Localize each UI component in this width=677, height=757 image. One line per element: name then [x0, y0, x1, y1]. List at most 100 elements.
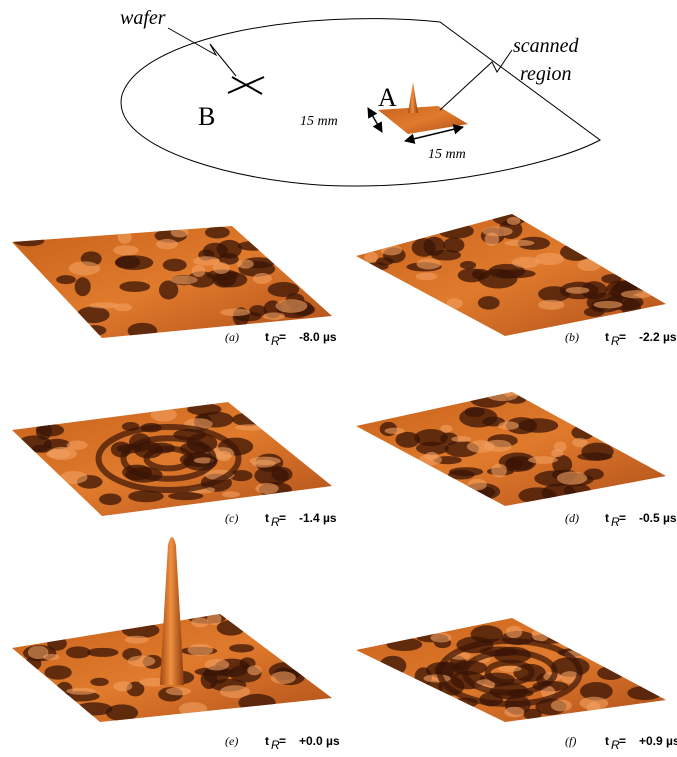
dark-spot [581, 443, 613, 461]
highlight [166, 687, 191, 695]
dark-spot [232, 413, 263, 426]
dark-spot [478, 296, 500, 309]
highlight [271, 671, 296, 684]
highlight [193, 256, 220, 265]
dimension: 15 mm [428, 147, 466, 162]
highlight [554, 442, 567, 452]
highlight [46, 449, 70, 458]
highlight [235, 424, 267, 430]
panel-label: (a) [225, 330, 239, 344]
panel-label: (b) [565, 330, 579, 344]
panel-time: -0.5 µs [639, 511, 677, 525]
dark-spot [229, 644, 254, 652]
dark-spot [448, 470, 474, 480]
surface-panel [356, 390, 666, 506]
dark-spot [268, 282, 299, 297]
highlight [28, 646, 49, 659]
highlight [572, 438, 587, 447]
highlight [204, 659, 229, 671]
spike [408, 82, 418, 113]
wafer-label: wafer [120, 7, 166, 29]
highlight [446, 298, 462, 309]
highlight [156, 239, 178, 249]
symbol-eq: = [279, 734, 286, 748]
dark-spot [168, 492, 203, 500]
highlight [593, 301, 622, 309]
highlight [253, 273, 272, 284]
dark-spot [122, 623, 159, 638]
dark-spot [217, 240, 242, 259]
highlight [128, 656, 155, 667]
symbol-t: t [605, 734, 609, 748]
highlight [60, 471, 88, 484]
highlight [507, 217, 521, 225]
dark-spot [387, 638, 423, 651]
dark-spot [128, 323, 158, 339]
surface-panel [12, 537, 332, 722]
dark-spot [119, 281, 150, 292]
highlight [255, 483, 278, 494]
highlight [220, 685, 250, 698]
highlight [504, 707, 524, 718]
highlight [557, 471, 587, 484]
highlight [385, 428, 405, 434]
highlight [263, 312, 285, 319]
dark-spot [205, 226, 230, 238]
highlight [621, 290, 652, 298]
surface-panel [12, 402, 332, 516]
surface-panel [356, 210, 666, 336]
dark-spot [217, 620, 245, 636]
highlight [113, 681, 132, 691]
symbol-t: t [265, 511, 269, 525]
highlight [506, 626, 523, 638]
highlight [125, 636, 149, 644]
dark-spot [560, 244, 592, 261]
highlight [381, 245, 402, 255]
highlight [467, 440, 495, 453]
highlight [275, 299, 307, 313]
panel-label: (e) [225, 734, 238, 748]
dark-spot [37, 424, 64, 437]
highlight [237, 259, 254, 268]
scanned-label: region [520, 63, 571, 85]
highlight [66, 688, 95, 695]
highlight [504, 240, 534, 246]
symbol-eq: = [619, 511, 626, 525]
highlight [67, 440, 88, 449]
dark-spot [597, 666, 624, 680]
surface [356, 392, 666, 506]
highlight [587, 702, 600, 715]
dark-spot [621, 298, 641, 317]
highlight [485, 232, 500, 246]
panel-time: -1.4 µs [299, 511, 337, 525]
dark-spot [601, 274, 621, 283]
highlight [535, 253, 564, 265]
highlight [430, 633, 451, 643]
dark-spot [66, 646, 91, 658]
highlight [188, 644, 214, 656]
highlight [498, 421, 519, 429]
symbol-eq: = [279, 330, 286, 344]
panel-label: (f) [565, 734, 576, 748]
highlight [498, 666, 521, 672]
highlight [416, 258, 440, 269]
highlight [151, 408, 177, 422]
panel-time: +0.0 µs [299, 734, 340, 748]
surface-panel [12, 226, 332, 339]
highlight [528, 456, 558, 463]
highlight [468, 479, 487, 491]
pointer [168, 28, 236, 76]
highlight [207, 612, 222, 625]
highlight [118, 230, 132, 243]
dimension: 15 mm [300, 114, 338, 129]
symbol-t: t [605, 330, 609, 344]
highlight [364, 252, 378, 263]
highlight [170, 276, 197, 285]
dark-spot [238, 241, 269, 251]
highlight [171, 227, 189, 237]
dark-spot [571, 425, 594, 439]
panel-time: -2.2 µs [639, 330, 677, 344]
highlight [416, 272, 438, 280]
point-b: B [198, 102, 215, 131]
point-a: A [378, 83, 397, 112]
